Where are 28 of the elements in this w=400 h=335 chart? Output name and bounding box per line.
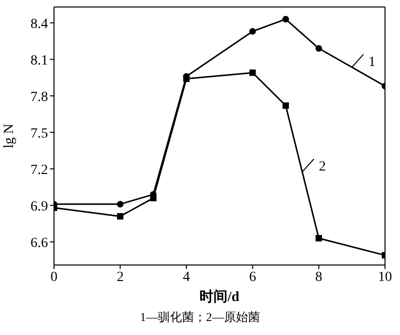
y-tick-label: 8.1 [30, 53, 48, 68]
y-tick-label: 8.4 [30, 16, 48, 32]
y-axis-title: lg N [2, 124, 17, 148]
point [117, 213, 124, 220]
point [316, 45, 322, 52]
legend-label: 1 [368, 54, 376, 70]
point [116, 200, 124, 208]
y-tick-label: 6.9 [30, 199, 48, 214]
legend-label: 2 [318, 159, 326, 174]
point [183, 76, 190, 82]
y-tick-label: 7.5 [30, 126, 48, 142]
y-tick-label: 7.2 [30, 162, 48, 178]
point [150, 194, 156, 202]
x-tick-label: 0 [50, 270, 58, 285]
y-tick-label: 7.8 [30, 90, 48, 105]
point [249, 70, 256, 76]
point [282, 16, 289, 22]
point [316, 235, 322, 242]
x-tick-label: 4 [182, 270, 190, 285]
text: 1—驯化菌；2—原始菌 [139, 309, 261, 326]
y-tick-label: 6.6 [30, 236, 48, 251]
x-tick-label: 8 [315, 270, 322, 285]
point [282, 102, 289, 109]
x-axis-title: 时间/d [200, 289, 240, 305]
x-tick-label: 2 [116, 270, 124, 285]
point [249, 28, 256, 35]
x-tick-label: 6 [249, 270, 256, 285]
x-tick-label: 10 [378, 270, 392, 285]
